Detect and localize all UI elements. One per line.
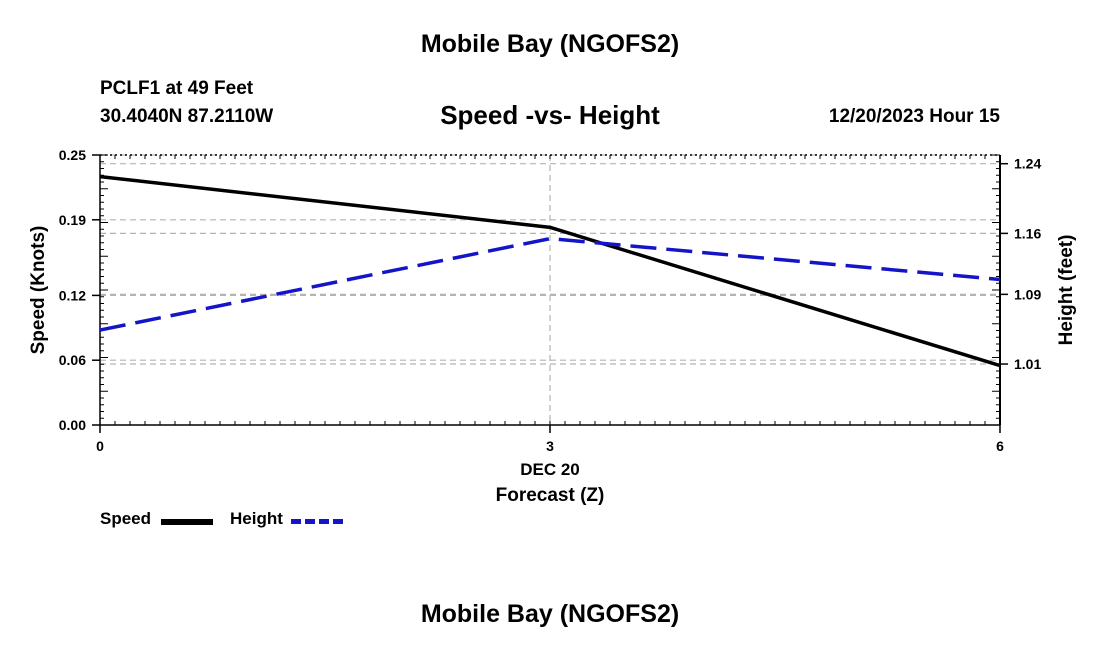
x-tick-label-1: 3 [546, 438, 554, 454]
axes [92, 154, 1008, 433]
page-title: Mobile Bay (NGOFS2) [420, 30, 680, 58]
y-tick-label-left-2: 0.12 [59, 287, 86, 303]
y-tick-label-right-2: 1.16 [1014, 225, 1041, 241]
y-tick-label-right-3: 1.24 [1014, 156, 1041, 172]
axis-labels: 0.00 0.06 0.12 0.19 0.25 1.01 1.09 1.16 1.24 0 3 6 D… [28, 147, 1077, 506]
series-lines [99, 174, 1001, 368]
x-tick-label-2: 6 [996, 438, 1004, 454]
series-line-height [99, 236, 1001, 332]
station-coordinates: 30.4040N 87.2110W [100, 106, 274, 127]
y-tick-label-left-1: 0.06 [59, 352, 86, 368]
chart-title: Speed -vs- Height [440, 100, 660, 130]
y-axis-title-right: Height (feet) [1056, 235, 1077, 346]
station-name: PCLF1 at 49 Feet [100, 78, 254, 99]
y-axis-title-left: Speed (Knots) [28, 226, 49, 355]
x-axis-title: Forecast (Z) [496, 485, 605, 506]
y-tick-label-left-3: 0.19 [59, 212, 86, 228]
legend-swatch-height [291, 519, 343, 524]
x-axis-date-label: DEC 20 [520, 460, 580, 479]
y-tick-label-right-0: 1.01 [1014, 356, 1041, 372]
series-line-speed [99, 174, 1001, 368]
legend-swatch-speed [161, 519, 213, 525]
forecast-datetime: 12/20/2023 Hour 15 [828, 106, 1000, 127]
y-tick-label-right-1: 1.09 [1014, 286, 1041, 302]
grid [100, 154, 1000, 425]
legend-label-speed: Speed [100, 509, 152, 528]
y-tick-label-left-4: 0.25 [59, 147, 86, 163]
bottom-title: Mobile Bay (NGOFS2) [420, 600, 680, 628]
legend-label-height: Height [230, 509, 283, 528]
y-tick-label-left-0: 0.00 [59, 417, 86, 433]
x-tick-label-0: 0 [96, 438, 104, 454]
